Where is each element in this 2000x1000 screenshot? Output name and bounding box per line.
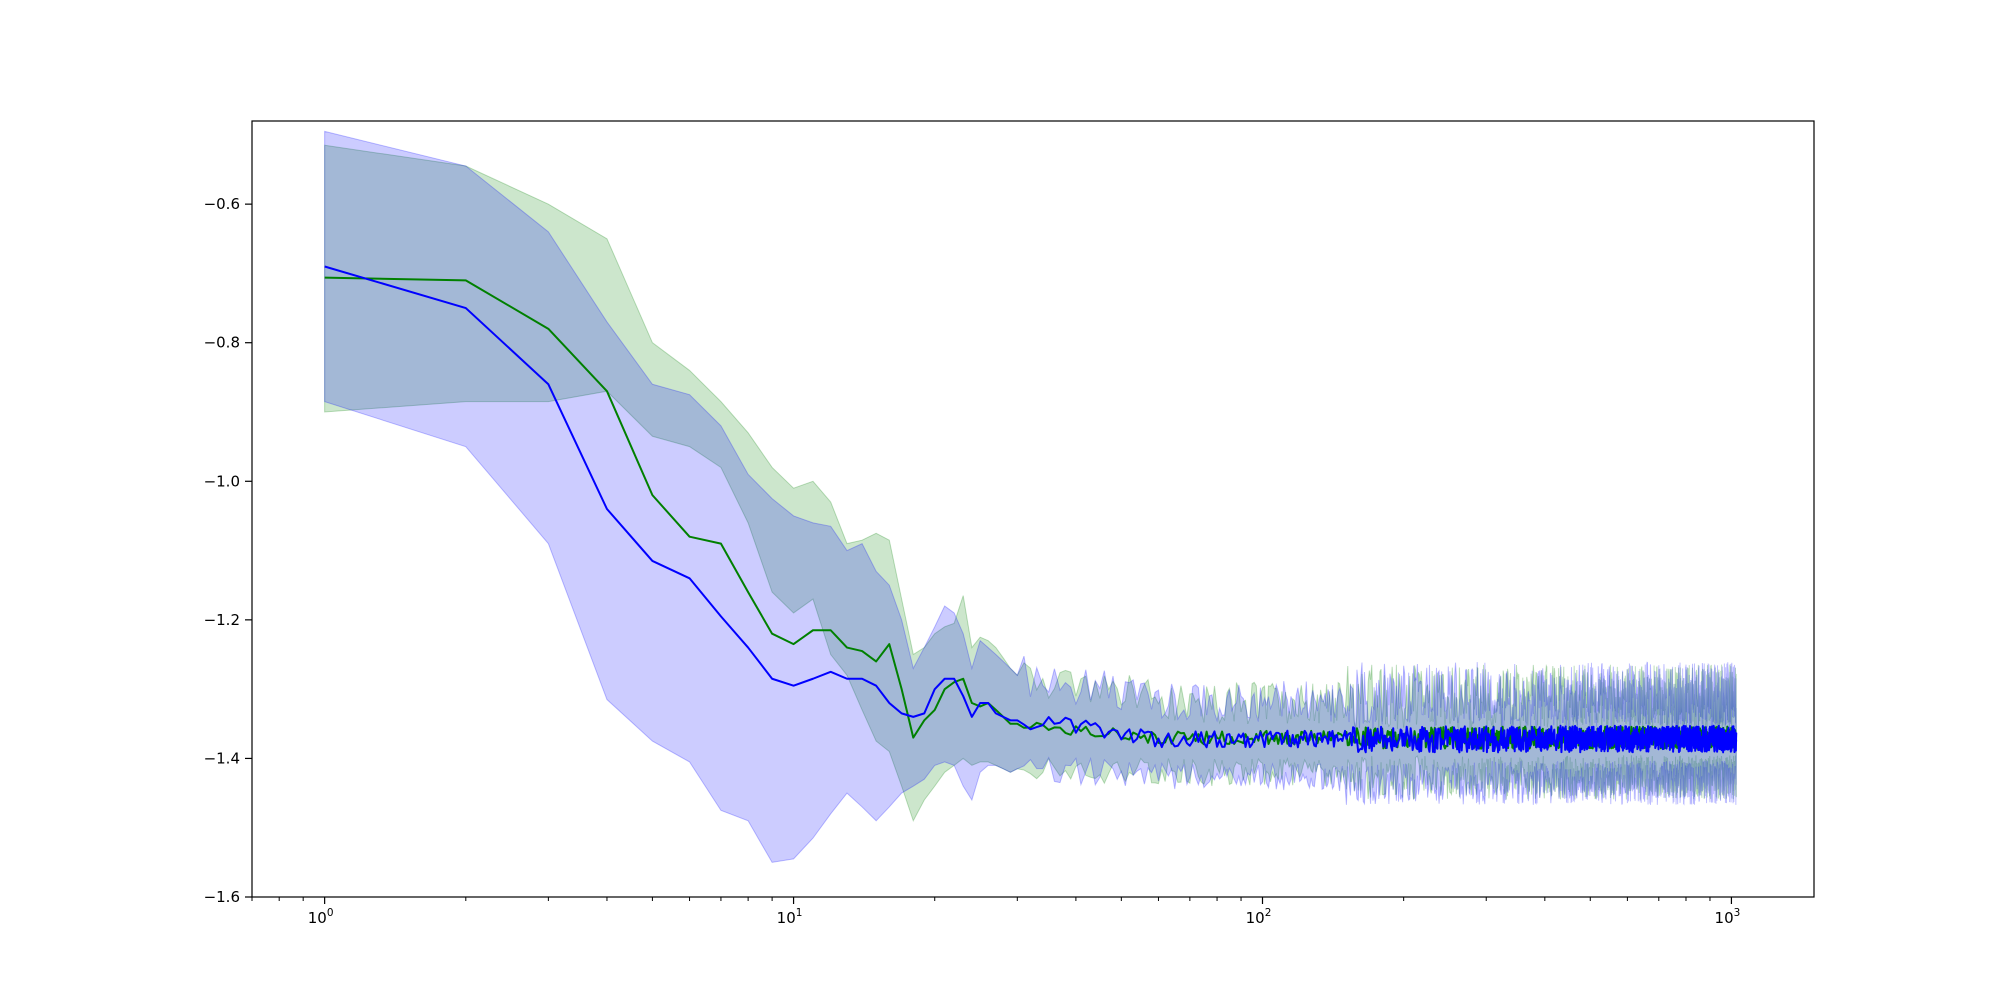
y-tick-label: −0.8 <box>204 334 240 352</box>
x-tick-label: 100 <box>308 907 334 927</box>
y-tick-label: −1.0 <box>204 472 240 490</box>
y-tick-label: −1.6 <box>204 888 240 906</box>
y-tick-label: −1.4 <box>204 749 240 767</box>
series-1-band <box>324 144 1737 823</box>
series-2-band <box>324 130 1737 863</box>
confidence-bands <box>324 130 1737 863</box>
y-axis: −0.6 −0.8 −1.0 −1.2 −1.4 −1.6 <box>204 195 252 906</box>
x-axis: 100 101 102 103 <box>251 897 1741 927</box>
series-2-line <box>324 265 1738 754</box>
y-tick-label: −0.6 <box>204 195 240 213</box>
x-tick-label: 102 <box>1246 907 1272 927</box>
plot-area-frame <box>251 120 1815 898</box>
x-tick-label: 101 <box>777 907 803 927</box>
series-lines <box>324 265 1738 754</box>
y-tick-label: −1.2 <box>204 611 240 629</box>
x-tick-label: 103 <box>1715 907 1741 927</box>
